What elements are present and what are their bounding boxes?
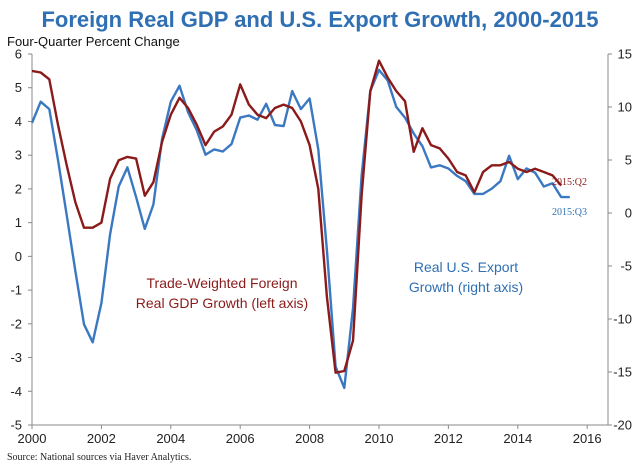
- series-line-foreign-gdp: [31, 59, 563, 374]
- x-tick-label: 2008: [295, 431, 324, 446]
- source-note: Source: National sources via Haver Analy…: [7, 452, 191, 463]
- series-line-us-exports: [30, 68, 570, 390]
- left-tick-label: 2: [15, 181, 22, 196]
- left-tick-label: 4: [15, 114, 22, 129]
- left-tick-label: 1: [15, 215, 22, 230]
- x-tick-label: 2004: [156, 431, 185, 446]
- x-tick-label: 2006: [226, 431, 255, 446]
- annotation-foreign-line1: Trade-Weighted Foreign: [147, 275, 298, 291]
- chart-title: Foreign Real GDP and U.S. Export Growth,…: [41, 7, 598, 32]
- right-tick-label: 15: [618, 47, 632, 62]
- left-axis-ticks: 6 5 4 3 2 1 0 -1 -2 -3 -4 -5: [10, 47, 32, 433]
- left-tick-label: -3: [10, 350, 22, 365]
- end-label-foreign: 2015:Q2: [552, 177, 587, 188]
- x-tick-label: 2016: [573, 431, 602, 446]
- left-tick-label: -2: [10, 316, 22, 331]
- x-tick-label: 2012: [434, 431, 463, 446]
- left-tick-label: 6: [15, 47, 22, 62]
- end-label-export: 2015:Q3: [552, 207, 587, 218]
- annotation-export-line2: Growth (right axis): [409, 279, 523, 295]
- right-tick-label: 0: [625, 206, 632, 221]
- chart-subtitle: Four-Quarter Percent Change: [7, 34, 180, 49]
- right-tick-label: -15: [613, 365, 632, 380]
- left-tick-label: -4: [10, 384, 22, 399]
- left-tick-label: 5: [15, 80, 22, 95]
- right-axis-ticks: 15 10 5 0 -5 -10 -15 -20: [608, 47, 632, 433]
- right-tick-label: -10: [613, 312, 632, 327]
- x-axis-ticks: 2000 2002 2004 2006 2008 2010 2012 2014 2016: [18, 425, 602, 446]
- right-tick-label: -5: [620, 259, 632, 274]
- left-tick-label: 3: [15, 148, 22, 163]
- left-tick-label: 0: [15, 249, 22, 264]
- x-tick-label: 2014: [503, 431, 532, 446]
- annotation-export-line1: Real U.S. Export: [414, 259, 518, 275]
- x-tick-label: 2002: [87, 431, 116, 446]
- annotation-foreign-line2: Real GDP Growth (left axis): [136, 295, 308, 311]
- left-tick-label: -5: [10, 418, 22, 433]
- x-tick-label: 2000: [18, 431, 47, 446]
- right-tick-label: 5: [625, 153, 632, 168]
- left-tick-label: -1: [10, 283, 22, 298]
- right-tick-label: 10: [618, 100, 632, 115]
- axes: [31, 54, 609, 426]
- x-tick-label: 2010: [365, 431, 394, 446]
- right-tick-label: -20: [613, 418, 632, 433]
